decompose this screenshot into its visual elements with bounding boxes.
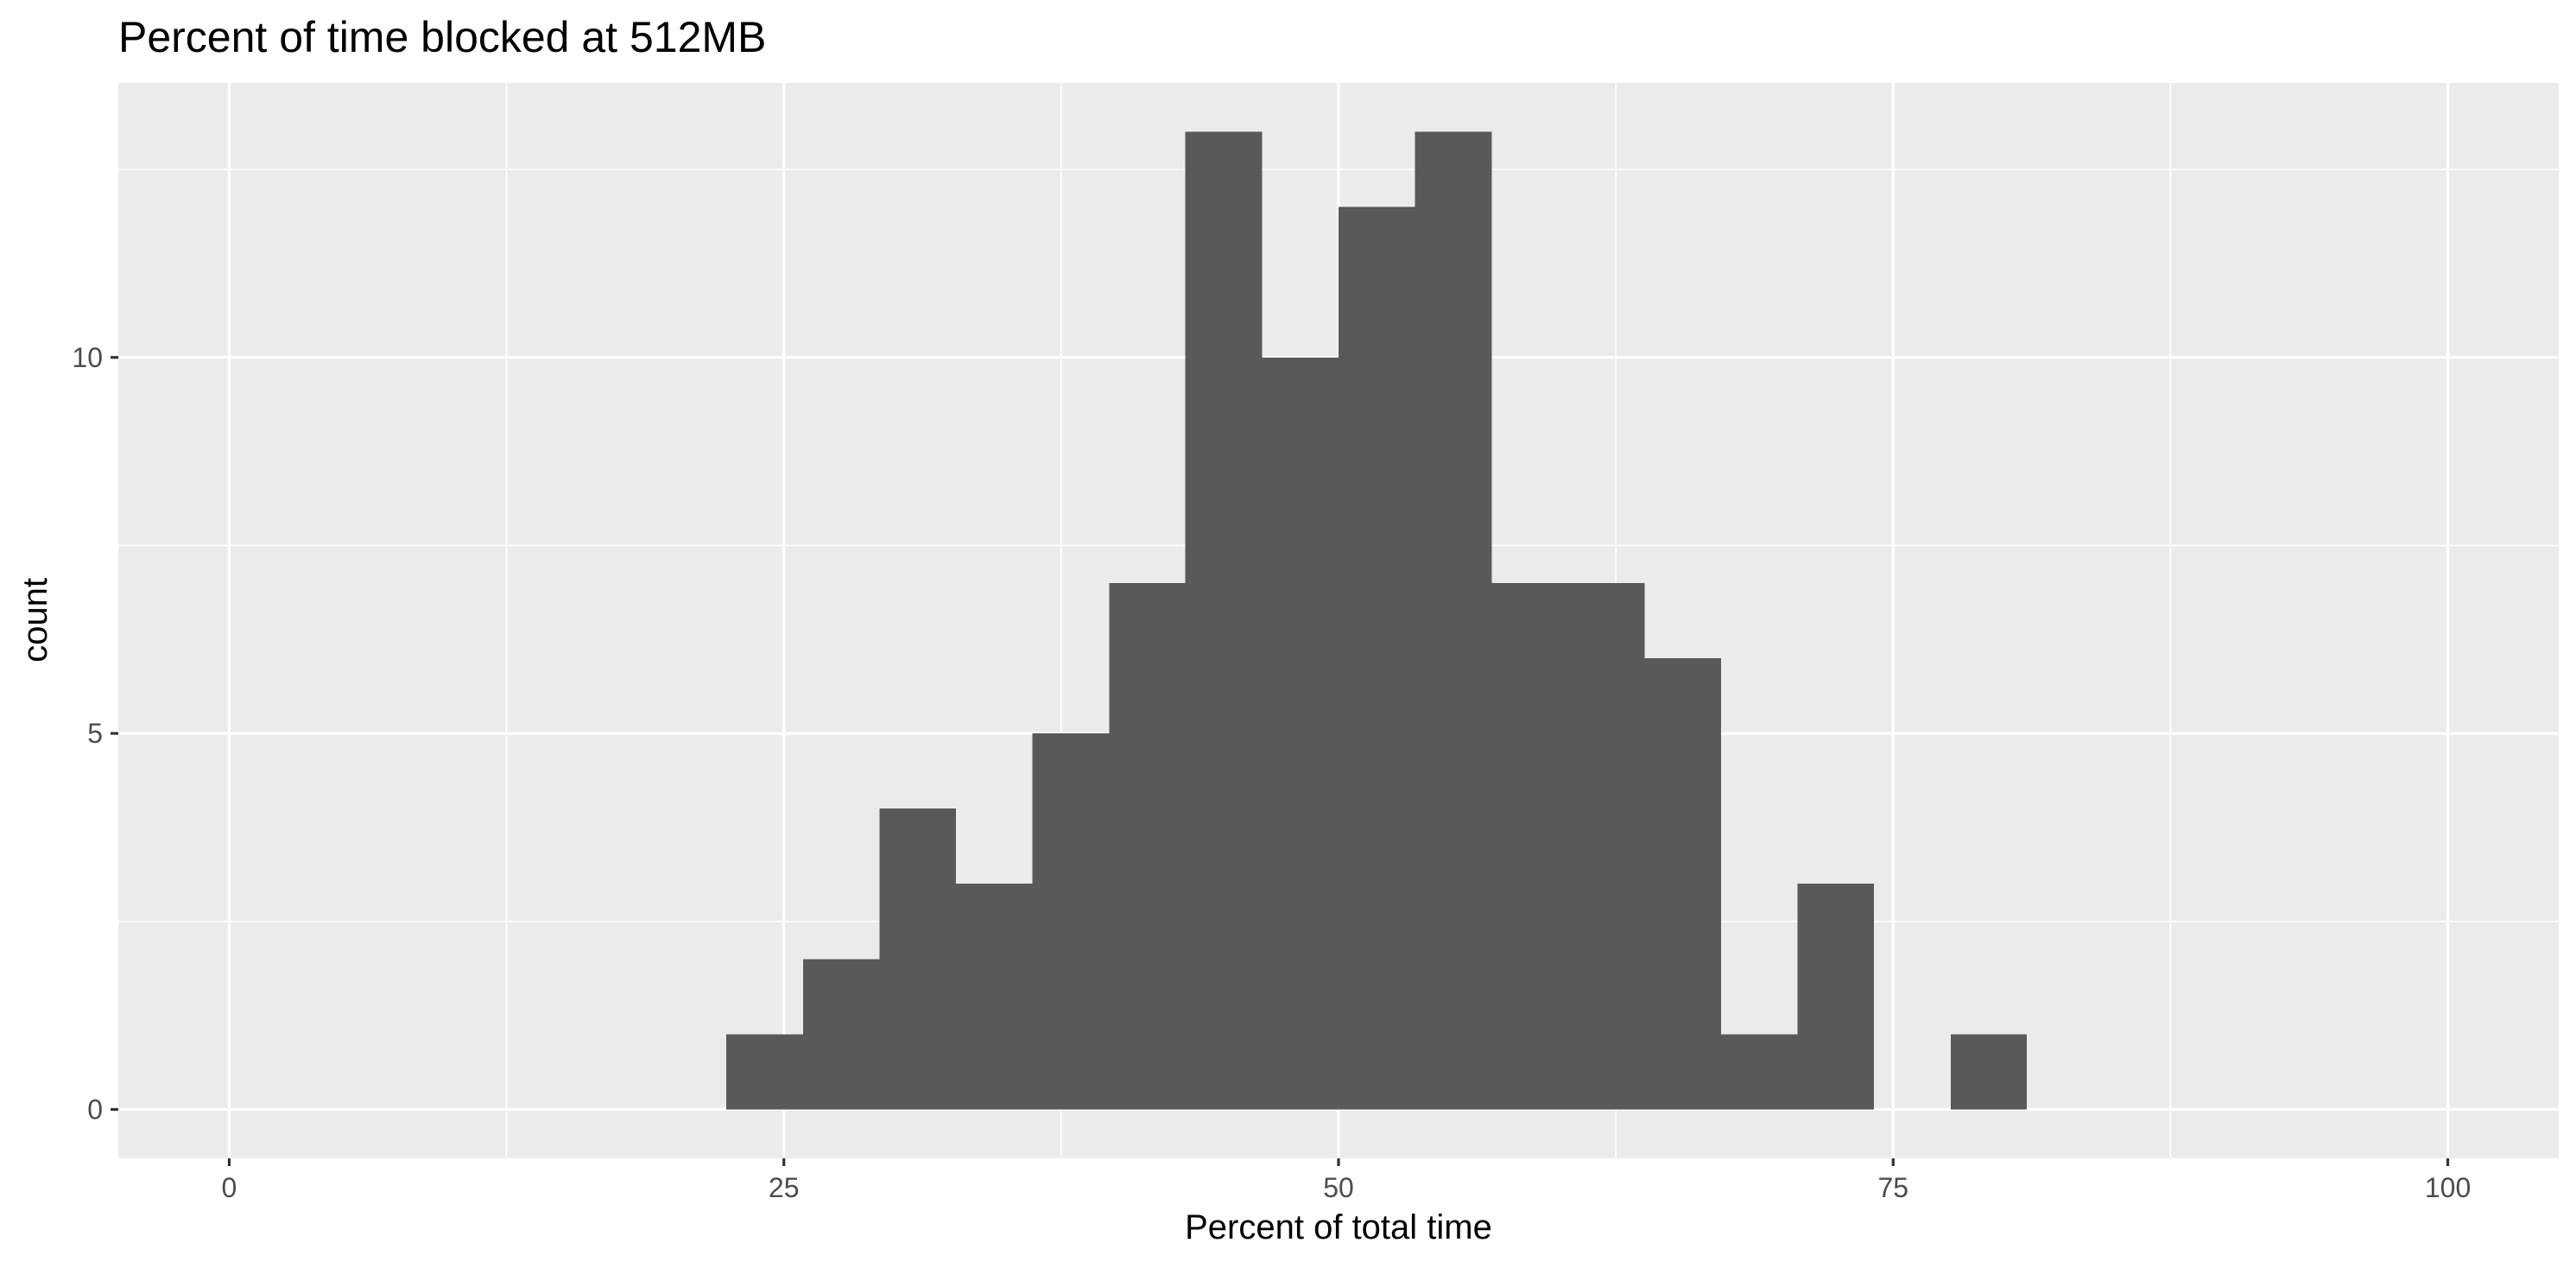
x-axis-title: Percent of total time bbox=[1185, 1208, 1492, 1246]
x-tick-label: 100 bbox=[2425, 1172, 2471, 1203]
x-tick-label: 0 bbox=[222, 1172, 237, 1203]
histogram-bar bbox=[802, 959, 880, 1110]
chart-title: Percent of time blocked at 512MB bbox=[118, 13, 766, 61]
x-tick-label: 50 bbox=[1323, 1172, 1354, 1203]
histogram-bar bbox=[1491, 582, 1568, 1110]
gridlines bbox=[118, 83, 2559, 1158]
x-tick-label: 25 bbox=[769, 1172, 800, 1203]
histogram-bar bbox=[1415, 131, 1492, 1110]
histogram-bar bbox=[1567, 582, 1645, 1110]
histogram-bar bbox=[1797, 884, 1875, 1110]
histogram-bar bbox=[1644, 658, 1721, 1110]
histogram-bar bbox=[726, 1034, 803, 1110]
histogram-bar bbox=[956, 884, 1033, 1110]
histogram-bar bbox=[1720, 1034, 1798, 1110]
histogram-bar bbox=[1339, 206, 1415, 1110]
histogram-bar bbox=[879, 808, 957, 1110]
histogram-bar bbox=[1950, 1034, 2028, 1110]
x-axis: 0 25 50 75 100 bbox=[222, 1158, 2471, 1203]
x-tick-label: 75 bbox=[1877, 1172, 1908, 1203]
y-tick-label: 0 bbox=[87, 1094, 103, 1125]
histogram-bar bbox=[1032, 733, 1110, 1110]
y-tick-label: 10 bbox=[72, 342, 103, 373]
histogram-bar bbox=[1185, 131, 1263, 1110]
y-tick-label: 5 bbox=[87, 718, 103, 749]
y-axis: 0 5 10 bbox=[72, 342, 118, 1125]
histogram-bars bbox=[726, 131, 2028, 1110]
y-axis-title: count bbox=[16, 578, 54, 663]
histogram-bar bbox=[1109, 582, 1186, 1110]
histogram-bar bbox=[1262, 357, 1339, 1110]
